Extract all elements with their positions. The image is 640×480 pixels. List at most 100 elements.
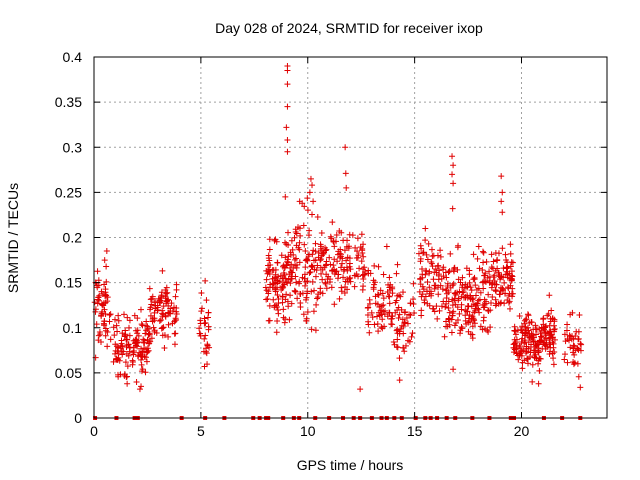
data-point [506, 298, 513, 305]
data-point [495, 269, 502, 276]
data-point [196, 325, 203, 332]
grid [94, 57, 607, 418]
data-point [390, 339, 397, 346]
data-point [518, 338, 525, 345]
data-point [157, 316, 164, 323]
data-point [371, 262, 378, 269]
data-point [111, 332, 118, 339]
data-point [467, 331, 474, 338]
data-point [426, 284, 433, 291]
data-point [163, 298, 170, 305]
data-point [515, 345, 522, 352]
data-point [520, 346, 527, 353]
data-point [284, 137, 291, 144]
data-point [468, 287, 475, 294]
data-point [151, 309, 158, 316]
data-point [337, 246, 344, 253]
data-point [449, 171, 456, 178]
data-point [470, 301, 477, 308]
data-point [284, 103, 291, 110]
y-tick-label: 0.25 [55, 184, 82, 200]
data-point [400, 323, 407, 330]
data-point [342, 144, 349, 151]
data-point [333, 238, 340, 245]
data-point [349, 232, 356, 239]
data-point [338, 264, 345, 271]
data-point [344, 286, 351, 293]
data-point [95, 332, 102, 339]
data-point [117, 371, 124, 378]
data-point [303, 315, 310, 322]
data-point [409, 330, 416, 337]
data-point [476, 265, 483, 272]
data-point [454, 244, 461, 251]
data-point [322, 247, 329, 254]
data-point [314, 295, 321, 302]
data-point [451, 322, 458, 329]
data-point [361, 264, 368, 271]
data-point [474, 305, 481, 312]
data-point [547, 328, 554, 335]
data-point [124, 363, 131, 370]
data-point [297, 303, 304, 310]
data-point [205, 326, 212, 333]
data-point [443, 300, 450, 307]
data-point [430, 276, 437, 283]
data-point [134, 330, 141, 337]
data-point [410, 280, 417, 287]
data-point [473, 286, 480, 293]
data-point [351, 272, 358, 279]
data-point [304, 256, 311, 263]
data-point [360, 241, 367, 248]
data-point [291, 287, 298, 294]
data-point [346, 243, 353, 250]
data-point [397, 293, 404, 300]
data-point [280, 306, 287, 313]
data-point [95, 297, 102, 304]
data-point [165, 309, 172, 316]
data-point [269, 267, 276, 274]
data-point [93, 282, 100, 289]
data-point [358, 258, 365, 265]
data-point [97, 338, 104, 345]
data-point [530, 347, 537, 354]
data-point [137, 351, 144, 358]
data-point [324, 276, 331, 283]
data-point [447, 250, 454, 257]
data-point [525, 312, 532, 319]
data-point [322, 280, 329, 287]
data-point [373, 313, 380, 320]
data-point [98, 313, 105, 320]
data-point [542, 329, 549, 336]
data-point [515, 356, 522, 363]
data-point [540, 339, 547, 346]
data-point [265, 290, 272, 297]
data-point [296, 239, 303, 246]
data-point [159, 313, 166, 320]
data-point [299, 290, 306, 297]
data-point [117, 342, 124, 349]
data-point [129, 358, 136, 365]
data-point [340, 274, 347, 281]
data-point [501, 279, 508, 286]
data-point [92, 308, 99, 315]
data-point [477, 323, 484, 330]
data-point [462, 307, 469, 314]
data-point [492, 287, 499, 294]
data-point [448, 329, 455, 336]
data-point [291, 234, 298, 241]
data-point [404, 320, 411, 327]
data-point [538, 334, 545, 341]
data-point [204, 361, 211, 368]
data-point [264, 296, 271, 303]
data-point [149, 293, 156, 300]
data-point [575, 328, 582, 335]
data-point [459, 282, 466, 289]
data-point [431, 308, 438, 315]
data-point [521, 320, 528, 327]
data-point [341, 290, 348, 297]
data-point [293, 255, 300, 262]
data-point [576, 311, 583, 318]
data-point [540, 316, 547, 323]
data-point [562, 351, 569, 358]
